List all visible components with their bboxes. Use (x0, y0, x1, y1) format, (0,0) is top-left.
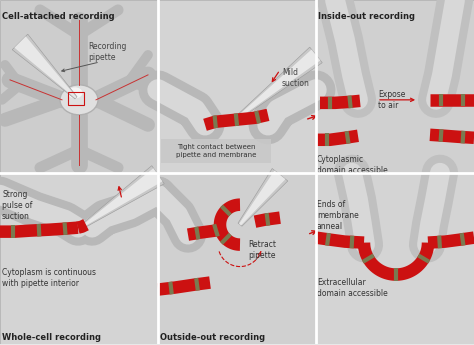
Text: Strong
pulse of
suction: Strong pulse of suction (2, 190, 32, 221)
Polygon shape (234, 47, 322, 121)
Text: Mild
suction: Mild suction (282, 68, 310, 88)
Bar (68, 92, 84, 105)
Polygon shape (238, 168, 288, 226)
Text: Whole-cell recording: Whole-cell recording (2, 334, 101, 343)
Bar (316, 0, 474, 173)
Text: Outside-out recording: Outside-out recording (160, 334, 265, 343)
Polygon shape (239, 170, 285, 225)
Text: Cytoplasm is continuous
with pipette interior: Cytoplasm is continuous with pipette int… (2, 268, 96, 288)
Text: Cytoplasmic
domain accessible: Cytoplasmic domain accessible (317, 155, 388, 175)
Ellipse shape (60, 85, 98, 115)
Bar (158, 173, 316, 344)
Text: Ends of
membrane
anneal: Ends of membrane anneal (317, 200, 359, 231)
Polygon shape (234, 49, 320, 121)
Text: Extracellular
domain accessible: Extracellular domain accessible (317, 278, 388, 298)
Text: Recording
pipette: Recording pipette (88, 42, 127, 62)
Bar (0, 0, 158, 173)
Polygon shape (14, 36, 76, 98)
Bar (158, 0, 316, 173)
Text: Tight contact between
pipette and membrane: Tight contact between pipette and membra… (176, 144, 256, 158)
Polygon shape (12, 34, 77, 99)
Polygon shape (84, 168, 163, 226)
Text: Retract
pipette: Retract pipette (248, 240, 276, 260)
Text: Expose
to air: Expose to air (378, 90, 405, 110)
Bar (0, 173, 158, 344)
Text: Inside-out recording: Inside-out recording (318, 12, 415, 21)
Polygon shape (83, 166, 164, 227)
FancyBboxPatch shape (161, 139, 271, 163)
Text: Cell-attached recording: Cell-attached recording (2, 12, 115, 21)
Bar (316, 173, 474, 344)
Ellipse shape (67, 87, 82, 98)
